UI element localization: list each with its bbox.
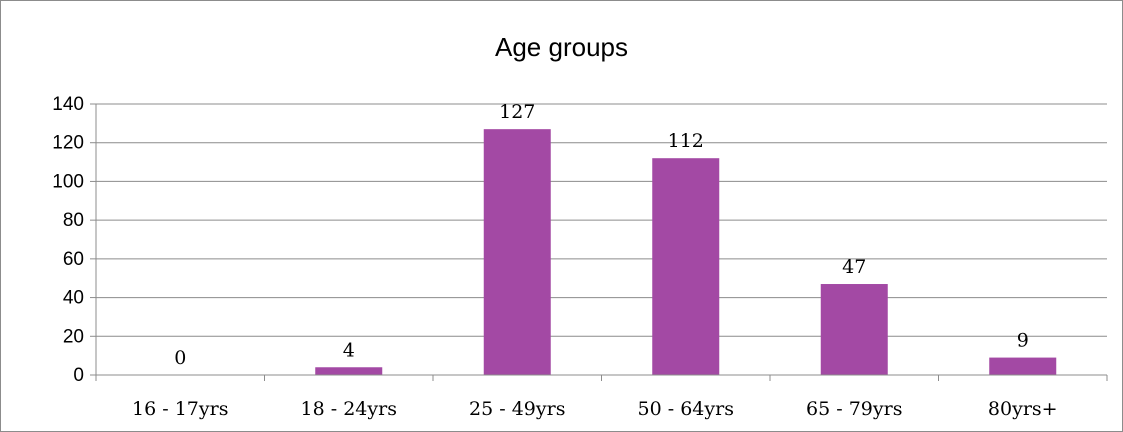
y-tick-label: 100 [52, 171, 84, 192]
bars [315, 129, 1057, 375]
data-label: 47 [842, 256, 866, 278]
y-tick-label: 40 [63, 288, 84, 309]
gridlines [96, 103, 1107, 337]
data-label: 112 [668, 130, 704, 152]
data-label: 4 [343, 339, 355, 361]
chart-title: Age groups [495, 32, 628, 62]
x-tick-label: 25 - 49yrs [469, 398, 565, 420]
bar [483, 129, 551, 375]
x-tick-labels: 16 - 17yrs 18 - 24yrs 25 - 49yrs 50 - 64yrs… [132, 398, 1058, 420]
x-tick-label: 65 - 79yrs [806, 398, 902, 420]
x-tick-label: 16 - 17yrs [132, 398, 228, 420]
y-tick-labels: 0 20 40 60 80 100 120 140 [52, 94, 84, 386]
x-tick-label: 50 - 64yrs [638, 398, 734, 420]
data-label: 127 [499, 101, 535, 123]
y-tick-label: 0 [73, 365, 84, 386]
y-tick-label: 80 [63, 210, 84, 231]
bar [989, 357, 1057, 375]
bar [315, 367, 383, 375]
bar [652, 158, 720, 375]
y-tick-label: 140 [52, 94, 84, 115]
data-label: 0 [174, 347, 186, 369]
data-labels: 0 4 127 112 47 9 [174, 101, 1029, 369]
x-tick-label: 18 - 24yrs [301, 398, 397, 420]
bar [820, 284, 888, 375]
y-tick-label: 20 [63, 326, 84, 347]
y-tick-label: 60 [63, 249, 84, 270]
x-tick-label: 80yrs+ [988, 398, 1058, 420]
data-label: 9 [1017, 330, 1029, 352]
axes [90, 103, 1108, 381]
y-tick-label: 120 [52, 133, 84, 154]
